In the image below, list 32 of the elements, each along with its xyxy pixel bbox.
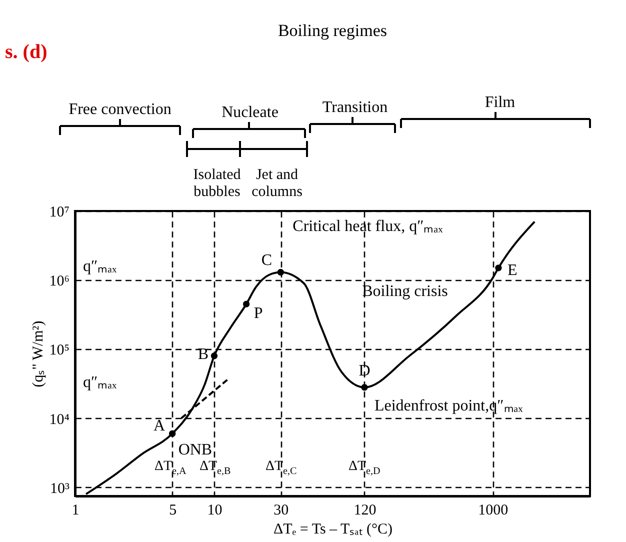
text: s. (d) — [5, 41, 48, 63]
text: Free convection — [68, 101, 172, 118]
annotation: C — [261, 252, 272, 270]
text: Nucleate — [222, 104, 278, 121]
x-tick-label: 1000 — [478, 502, 508, 518]
y-tick-label: 10⁴ — [49, 412, 70, 428]
text: Jet and columns — [252, 167, 303, 200]
x-tick-label: 1 — [72, 502, 80, 518]
x-tick-label: 30 — [274, 502, 289, 518]
y-axis-title: (qₛ" W/m²) — [30, 320, 46, 388]
y-tick-label: 10³ — [50, 480, 70, 497]
text: Film — [484, 94, 516, 111]
annotation: E — [508, 262, 518, 279]
x-tick-label: 120 — [354, 502, 376, 518]
annotation: q″ₘₐₓ — [83, 374, 118, 391]
annotation: Boiling crisis — [362, 283, 448, 300]
x-tick-label: 10 — [207, 502, 222, 518]
y-tick-label: 10⁵ — [49, 342, 70, 359]
y-tick-label: 10⁷ — [49, 204, 70, 220]
text: Isolated bubbles — [193, 167, 242, 200]
y-tick-label: 10⁶ — [49, 274, 70, 290]
x-tick-label: 5 — [169, 502, 177, 518]
annotation: ONB — [178, 442, 212, 459]
chart-title: Boiling regimes — [278, 21, 388, 40]
annotation: A — [154, 418, 166, 435]
x-axis-title: ΔTₑ = Ts – Tₛₐₜ (°C) — [273, 522, 393, 538]
annotation: P — [254, 305, 263, 322]
annotation: D — [358, 362, 370, 380]
annotation: Critical heat flux, q″ₘₐₓ — [292, 218, 444, 236]
annotation: q″ₘₐₓ — [83, 258, 118, 275]
annotation: Leidenfrost point,q″ₘₐₓ — [374, 397, 524, 414]
text: Transition — [322, 99, 388, 116]
